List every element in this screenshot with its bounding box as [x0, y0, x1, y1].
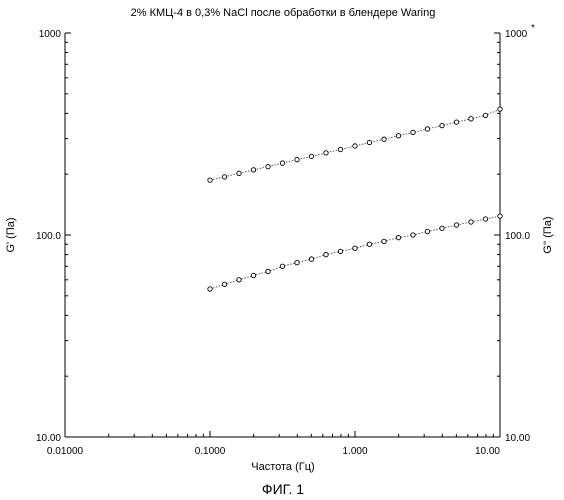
series-1-point — [382, 239, 386, 243]
series-0-point — [251, 168, 255, 172]
series-0-point — [309, 154, 313, 158]
series-0-point — [324, 151, 328, 155]
y-right-top-mark: * — [531, 23, 535, 34]
series-1-point — [411, 233, 415, 237]
series-1-point — [324, 252, 328, 256]
x-axis-label: Частота (Гц) — [251, 461, 314, 473]
y-right-tick-label-1: 100.0 — [505, 231, 530, 242]
series-1-point — [454, 223, 458, 227]
series-0-point — [425, 127, 429, 131]
y-left-axis-label: G' (Па) — [5, 217, 17, 252]
x-tick-label-2: 1.000 — [342, 446, 367, 457]
axis-ticks — [65, 33, 500, 437]
series-1-point — [396, 235, 400, 239]
x-tick-label-0: 0.01000 — [47, 446, 84, 457]
series-0-point — [237, 171, 241, 175]
series-0-point — [483, 113, 487, 117]
series-0-point — [469, 117, 473, 121]
y-right-axis-label: G'' (Па) — [542, 216, 554, 253]
series-1-point — [222, 282, 226, 286]
series-0-point — [396, 134, 400, 138]
series-0-point — [498, 107, 502, 111]
series-1-point — [280, 264, 284, 268]
x-tick-label-3: 10.00 — [475, 446, 500, 457]
figure-caption: ФИГ. 1 — [262, 481, 304, 497]
series-0-point — [338, 147, 342, 151]
axis-tick-labels: 0.01000 0.1000 1.000 10.00 10.00 100.0 1… — [36, 23, 535, 457]
y-left-tick-label-1: 100.0 — [36, 231, 61, 242]
series-1-point — [251, 273, 255, 277]
series-0-point — [266, 164, 270, 168]
series-1-point — [309, 257, 313, 261]
series-1-point — [425, 229, 429, 233]
series-0-point — [440, 123, 444, 127]
series-0-point — [295, 157, 299, 161]
series-1-point — [266, 269, 270, 273]
series-0-point — [280, 161, 284, 165]
series-1-point — [498, 214, 502, 218]
plot-frame — [65, 33, 500, 437]
series-1-point — [295, 260, 299, 264]
series-1-point — [353, 246, 357, 250]
series-1-point — [367, 242, 371, 246]
series-0-point — [454, 120, 458, 124]
series-1-point — [469, 220, 473, 224]
series-group — [208, 107, 502, 291]
y-left-tick-label-2: 1000 — [39, 29, 62, 40]
series-1-point — [208, 287, 212, 291]
series-0-point — [222, 175, 226, 179]
y-right-tick-label-2: 1000 — [505, 29, 528, 40]
series-0-point — [367, 140, 371, 144]
y-right-tick-label-0: 10.00 — [505, 433, 530, 444]
chart-title: 2% КМЦ-4 в 0,3% NaCl после обработки в б… — [131, 7, 436, 19]
series-0-point — [353, 144, 357, 148]
series-0-point — [208, 178, 212, 182]
series-0-point — [382, 137, 386, 141]
y-left-tick-label-0: 10.00 — [36, 433, 61, 444]
series-1-point — [483, 217, 487, 221]
series-0-point — [411, 130, 415, 134]
series-1-point — [237, 278, 241, 282]
series-1-point — [338, 249, 342, 253]
series-1-point — [440, 226, 444, 230]
x-tick-label-1: 0.1000 — [195, 446, 226, 457]
